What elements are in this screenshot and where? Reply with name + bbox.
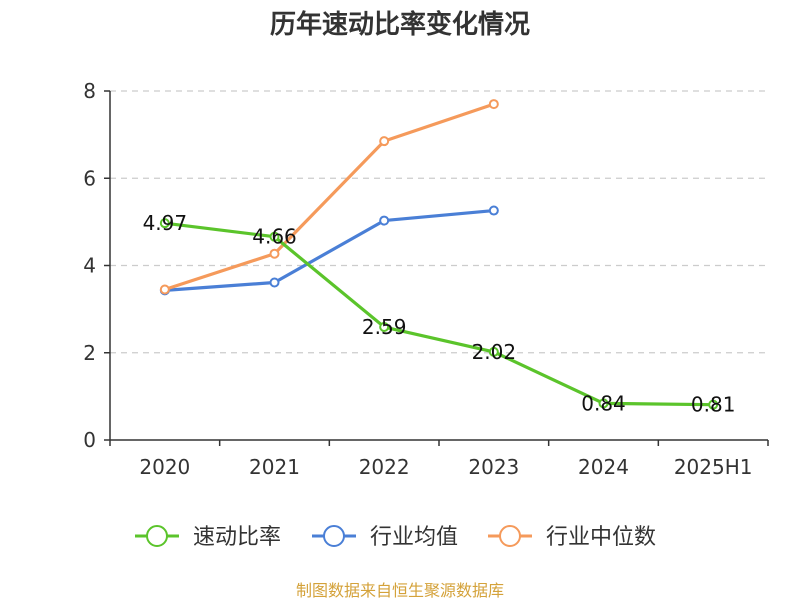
data-point <box>269 248 280 259</box>
y-tick-label: 6 <box>83 166 96 190</box>
data-point <box>488 346 499 357</box>
grid-lines <box>110 90 768 354</box>
series-lines <box>159 99 719 410</box>
legend-marker <box>323 525 345 547</box>
data-point <box>488 99 499 110</box>
y-tick-label: 0 <box>83 428 96 452</box>
x-tick-label: 2021 <box>249 455 300 479</box>
data-point <box>379 215 390 226</box>
series-line <box>164 102 495 292</box>
chart-title: 历年速动比率变化情况 <box>270 9 530 40</box>
y-tick-label: 4 <box>83 254 96 278</box>
data-point <box>379 136 390 147</box>
legend[interactable]: 速动比率 行业均值 行业中位数 <box>135 525 656 550</box>
data-point <box>269 277 280 288</box>
data-labels: 4.97 4.66 2.59 2.02 0.84 0.81 <box>143 211 736 416</box>
source-note: 制图数据来自恒生聚源数据库 <box>296 581 504 600</box>
series-line <box>164 208 494 292</box>
x-tick-label: 2020 <box>139 455 190 479</box>
x-tick-label: 2025H1 <box>674 455 753 479</box>
x-tick-label: 2023 <box>468 455 519 479</box>
legend-label: 行业中位数 <box>546 525 656 550</box>
legend-marker <box>499 525 521 547</box>
legend-label: 行业均值 <box>370 525 458 550</box>
data-label: 0.81 <box>691 393 736 417</box>
data-label: 2.59 <box>362 315 407 339</box>
data-point <box>598 398 609 409</box>
data-label: 0.84 <box>581 391 626 415</box>
x-tick-label: 2022 <box>359 455 410 479</box>
x-tick-label: 2024 <box>578 455 629 479</box>
y-tick-label: 2 <box>83 341 96 365</box>
data-point <box>488 205 499 216</box>
axes: 0 2 4 6 8 2020 2021 2022 2023 2024 2025H1 <box>83 79 769 479</box>
data-point <box>708 399 719 410</box>
data-label: 4.66 <box>252 225 297 249</box>
y-tick-label: 8 <box>83 79 96 103</box>
data-label: 2.02 <box>472 340 517 364</box>
series-line <box>164 221 714 407</box>
data-point <box>159 284 170 295</box>
legend-marker <box>146 525 168 547</box>
data-point <box>269 231 280 242</box>
data-label: 4.97 <box>143 211 188 235</box>
data-point <box>159 218 170 229</box>
legend-label: 速动比率 <box>193 525 281 550</box>
data-point <box>379 322 390 333</box>
